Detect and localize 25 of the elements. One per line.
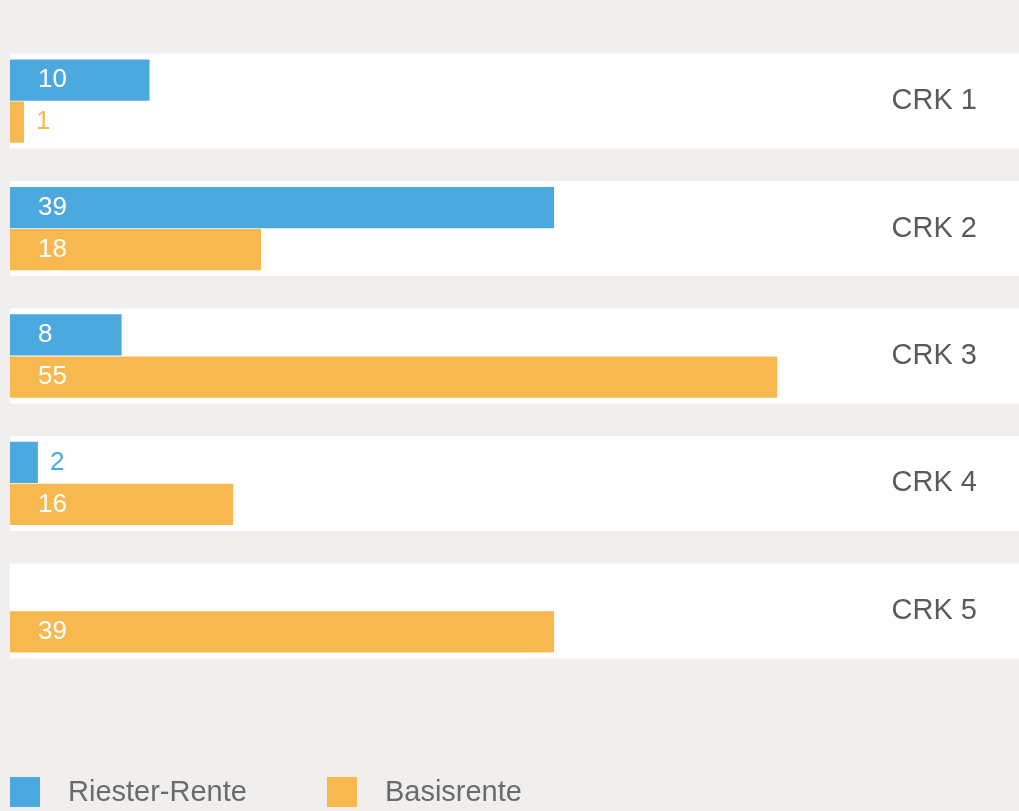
- bar: [10, 101, 24, 143]
- bar: [10, 483, 234, 525]
- bar: [10, 186, 555, 228]
- y-tick-label: CRK 3: [891, 337, 977, 370]
- bar: [10, 58, 150, 101]
- data-label: 10: [38, 62, 67, 93]
- data-label: 8: [38, 317, 53, 348]
- data-label: 2: [49, 445, 65, 476]
- y-tick-label: CRK 1: [891, 82, 977, 115]
- bar: [10, 610, 555, 653]
- bar: [10, 313, 122, 356]
- data-label: 39: [38, 190, 67, 221]
- data-label: 55: [38, 359, 67, 390]
- bar: [10, 355, 778, 398]
- bar: [10, 441, 38, 483]
- legend-label: Basisrente: [384, 775, 522, 808]
- y-tick-label: CRK 2: [891, 210, 977, 243]
- data-label: 1: [35, 104, 51, 135]
- data-label: 18: [38, 232, 67, 263]
- data-label: 39: [38, 614, 67, 645]
- bar: [10, 228, 262, 270]
- y-tick-label: CRK 4: [891, 464, 977, 497]
- y-tick-label: CRK 5: [891, 592, 977, 625]
- data-label: 16: [38, 487, 67, 518]
- legend-label: Riester-Rente: [68, 775, 247, 808]
